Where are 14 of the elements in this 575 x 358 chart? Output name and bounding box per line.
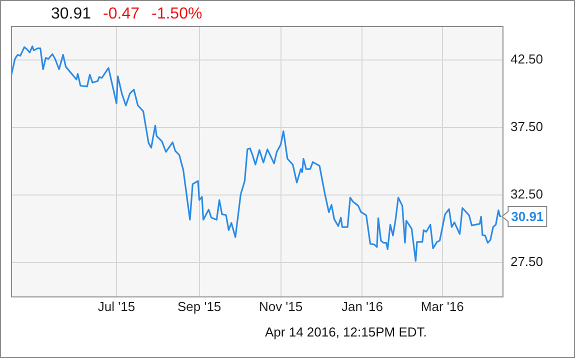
y-tick-label: 32.50 [510,186,544,202]
annotation: 30.91 [511,209,544,224]
y-tick-label: 42.50 [510,51,544,66]
text: Apr 14 2016, 12:15PM EDT. [265,324,427,340]
x-tick-label: Nov '15 [258,298,303,314]
x-tick-label: Sep '15 [177,298,222,314]
y-tick-label: 27.50 [510,254,544,270]
y-tick-label: 37.50 [510,118,544,134]
x-tick-label: Jan '16 [341,298,383,314]
x-tick-label: Jul '15 [98,298,136,314]
text: -0.47 [103,5,140,22]
chart-title: 30.91 [51,5,92,22]
text: -1.50% [152,5,202,22]
x-tick-label: Mar '16 [420,298,464,314]
